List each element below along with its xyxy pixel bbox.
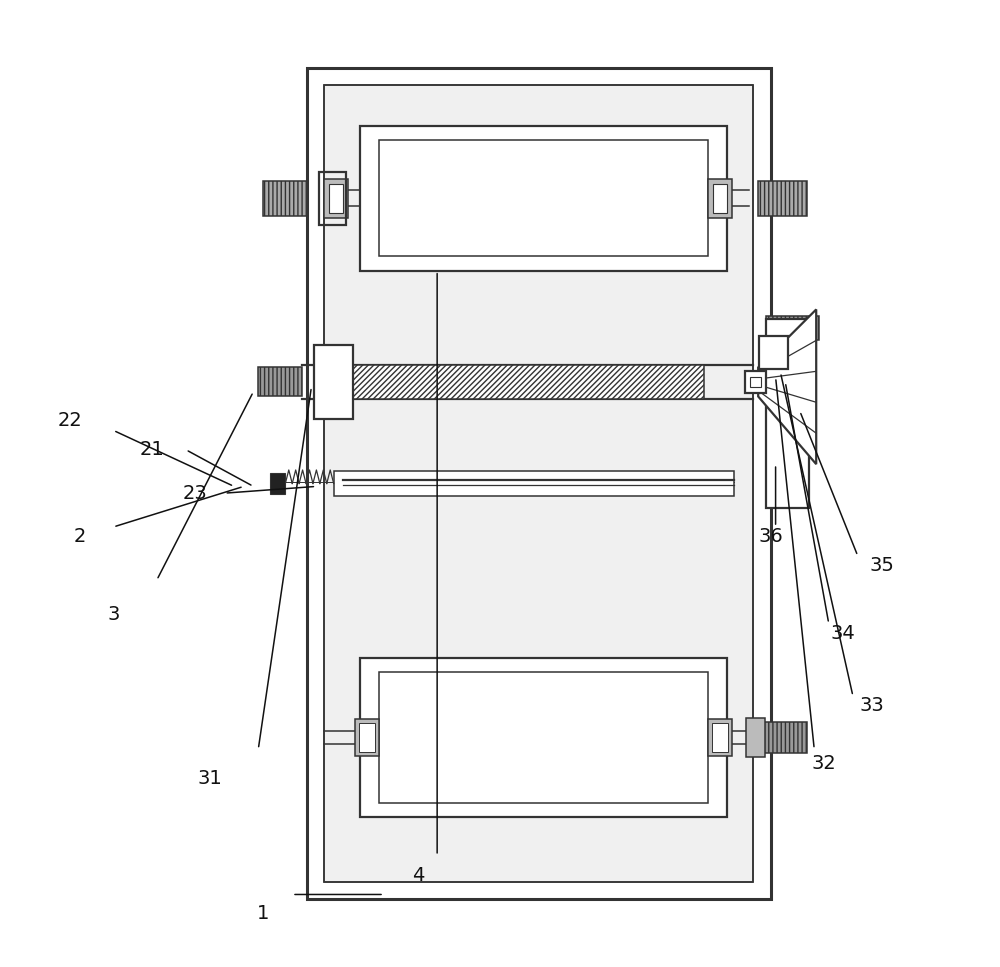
Bar — [324, 85, 753, 882]
Text: 31: 31 — [198, 769, 222, 788]
Bar — [766, 316, 819, 340]
Bar — [713, 184, 727, 213]
Bar — [314, 345, 353, 419]
Bar — [766, 319, 809, 508]
Bar — [712, 723, 728, 752]
Text: 32: 32 — [812, 754, 836, 774]
Bar — [379, 140, 708, 256]
Bar — [750, 376, 761, 387]
Text: 36: 36 — [758, 527, 783, 546]
Bar — [708, 179, 732, 218]
Bar — [334, 472, 734, 496]
Bar — [270, 473, 285, 494]
Bar — [319, 172, 346, 225]
Bar — [339, 365, 704, 399]
Bar — [355, 719, 379, 756]
Bar — [746, 718, 765, 756]
Bar — [324, 179, 348, 218]
Bar — [379, 672, 708, 803]
Text: 21: 21 — [140, 440, 164, 459]
Bar — [745, 371, 766, 393]
Bar — [759, 336, 788, 369]
Bar — [758, 721, 807, 752]
Text: 23: 23 — [183, 484, 208, 503]
Bar — [324, 85, 753, 882]
Text: 1: 1 — [257, 904, 269, 923]
Text: 3: 3 — [107, 604, 119, 624]
Bar — [307, 68, 771, 899]
Text: 2: 2 — [73, 527, 86, 546]
Bar — [359, 723, 375, 752]
Bar — [258, 367, 302, 396]
Bar — [360, 126, 727, 271]
Bar — [263, 181, 307, 216]
Bar — [758, 181, 807, 216]
Bar — [708, 719, 732, 756]
Bar — [329, 184, 343, 213]
Polygon shape — [758, 309, 816, 464]
Text: 35: 35 — [870, 556, 894, 575]
Text: 4: 4 — [412, 865, 424, 885]
Text: 22: 22 — [57, 411, 82, 430]
Text: 33: 33 — [860, 696, 885, 716]
Text: 34: 34 — [831, 624, 856, 643]
Bar — [360, 658, 727, 817]
